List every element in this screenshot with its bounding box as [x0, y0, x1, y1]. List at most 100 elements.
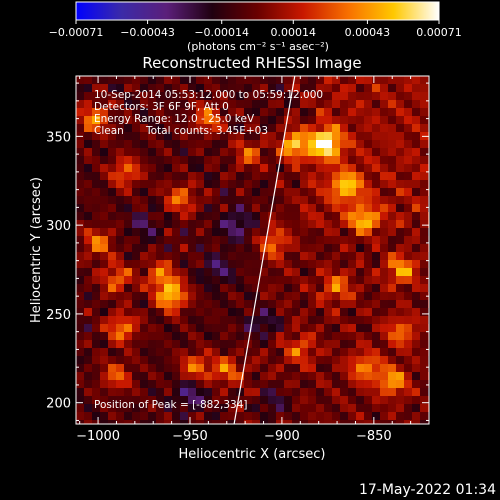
heatmap-cell: [388, 348, 396, 356]
heatmap-cell: [356, 260, 364, 268]
heatmap-cell: [148, 276, 156, 284]
heatmap-cell: [332, 324, 340, 332]
heatmap-cell: [348, 108, 356, 116]
heatmap-cell: [284, 76, 292, 84]
heatmap-cell: [156, 260, 164, 268]
heatmap-cell: [108, 252, 116, 260]
heatmap-cell: [260, 172, 268, 180]
heatmap-cell: [388, 340, 396, 348]
heatmap-cell: [332, 188, 340, 196]
heatmap-cell: [380, 332, 388, 340]
heatmap-cell: [300, 180, 308, 188]
heatmap-cell: [252, 76, 260, 84]
heatmap-cell: [204, 196, 212, 204]
heatmap-cell: [228, 76, 236, 84]
heatmap-cell: [244, 236, 252, 244]
heatmap-cell: [340, 412, 348, 420]
heatmap-cell: [196, 340, 204, 348]
heatmap-cell: [180, 172, 188, 180]
heatmap-cell: [124, 292, 132, 300]
heatmap-cell: [420, 420, 428, 424]
heatmap-cell: [356, 268, 364, 276]
heatmap-cell: [116, 260, 124, 268]
heatmap-cell: [148, 244, 156, 252]
heatmap-cell: [228, 244, 236, 252]
heatmap-cell: [148, 388, 156, 396]
heatmap-cell: [268, 196, 276, 204]
heatmap-cell: [156, 316, 164, 324]
heatmap-cell: [404, 236, 412, 244]
heatmap-cell: [244, 148, 252, 156]
heatmap-cell: [284, 148, 292, 156]
heatmap-cell: [332, 236, 340, 244]
heatmap-cell: [212, 76, 220, 84]
heatmap-cell: [76, 348, 84, 356]
heatmap-cell: [220, 388, 228, 396]
heatmap-cell: [76, 84, 84, 92]
heatmap-cell: [180, 380, 188, 388]
heatmap-cell: [188, 324, 196, 332]
heatmap-cell: [380, 196, 388, 204]
heatmap-cell: [276, 76, 284, 84]
heatmap-cell: [420, 100, 428, 108]
heatmap-cell: [412, 116, 420, 124]
heatmap-cell: [76, 292, 84, 300]
heatmap-cell: [92, 108, 100, 116]
heatmap-cell: [372, 388, 380, 396]
heatmap-cell: [180, 364, 188, 372]
heatmap-cell: [164, 396, 172, 404]
heatmap-cell: [420, 164, 428, 172]
heatmap-cell: [364, 412, 372, 420]
heatmap-cell: [188, 156, 196, 164]
heatmap-cell: [396, 252, 404, 260]
heatmap-cell: [412, 124, 420, 132]
heatmap-cell: [236, 156, 244, 164]
heatmap-cell: [124, 188, 132, 196]
heatmap-cell: [332, 380, 340, 388]
heatmap-cell: [180, 236, 188, 244]
chart-title: Reconstructed RHESSI Image: [142, 54, 361, 72]
heatmap-cell: [380, 148, 388, 156]
heatmap-cell: [188, 420, 196, 424]
heatmap-cell: [268, 236, 276, 244]
heatmap-cell: [268, 396, 276, 404]
heatmap-cell: [76, 252, 84, 260]
heatmap-cell: [180, 204, 188, 212]
heatmap-cell: [276, 180, 284, 188]
heatmap-cell: [340, 396, 348, 404]
heatmap-cell: [372, 212, 380, 220]
heatmap-cell: [364, 388, 372, 396]
heatmap-cell: [404, 220, 412, 228]
heatmap-cell: [332, 196, 340, 204]
heatmap-cell: [308, 196, 316, 204]
heatmap-cell: [260, 220, 268, 228]
heatmap-cell: [308, 388, 316, 396]
heatmap-cell: [180, 188, 188, 196]
heatmap-cell: [364, 300, 372, 308]
heatmap-cell: [404, 124, 412, 132]
heatmap-cell: [172, 116, 180, 124]
heatmap-cell: [292, 396, 300, 404]
heatmap-cell: [84, 380, 92, 388]
heatmap-cell: [380, 252, 388, 260]
heatmap-cell: [220, 268, 228, 276]
heatmap-cell: [340, 380, 348, 388]
heatmap-cell: [276, 380, 284, 388]
heatmap-cell: [324, 148, 332, 156]
heatmap-cell: [92, 260, 100, 268]
heatmap-cell: [116, 188, 124, 196]
heatmap-cell: [364, 332, 372, 340]
heatmap-cell: [148, 148, 156, 156]
heatmap-cell: [244, 180, 252, 188]
heatmap-cell: [140, 108, 148, 116]
heatmap-cell: [76, 276, 84, 284]
heatmap-cell: [156, 196, 164, 204]
heatmap-cell: [172, 244, 180, 252]
heatmap-cell: [276, 308, 284, 316]
heatmap-cell: [276, 100, 284, 108]
heatmap-cell: [412, 108, 420, 116]
heatmap-cell: [260, 388, 268, 396]
heatmap-cell: [236, 116, 244, 124]
heatmap-cell: [332, 284, 340, 292]
